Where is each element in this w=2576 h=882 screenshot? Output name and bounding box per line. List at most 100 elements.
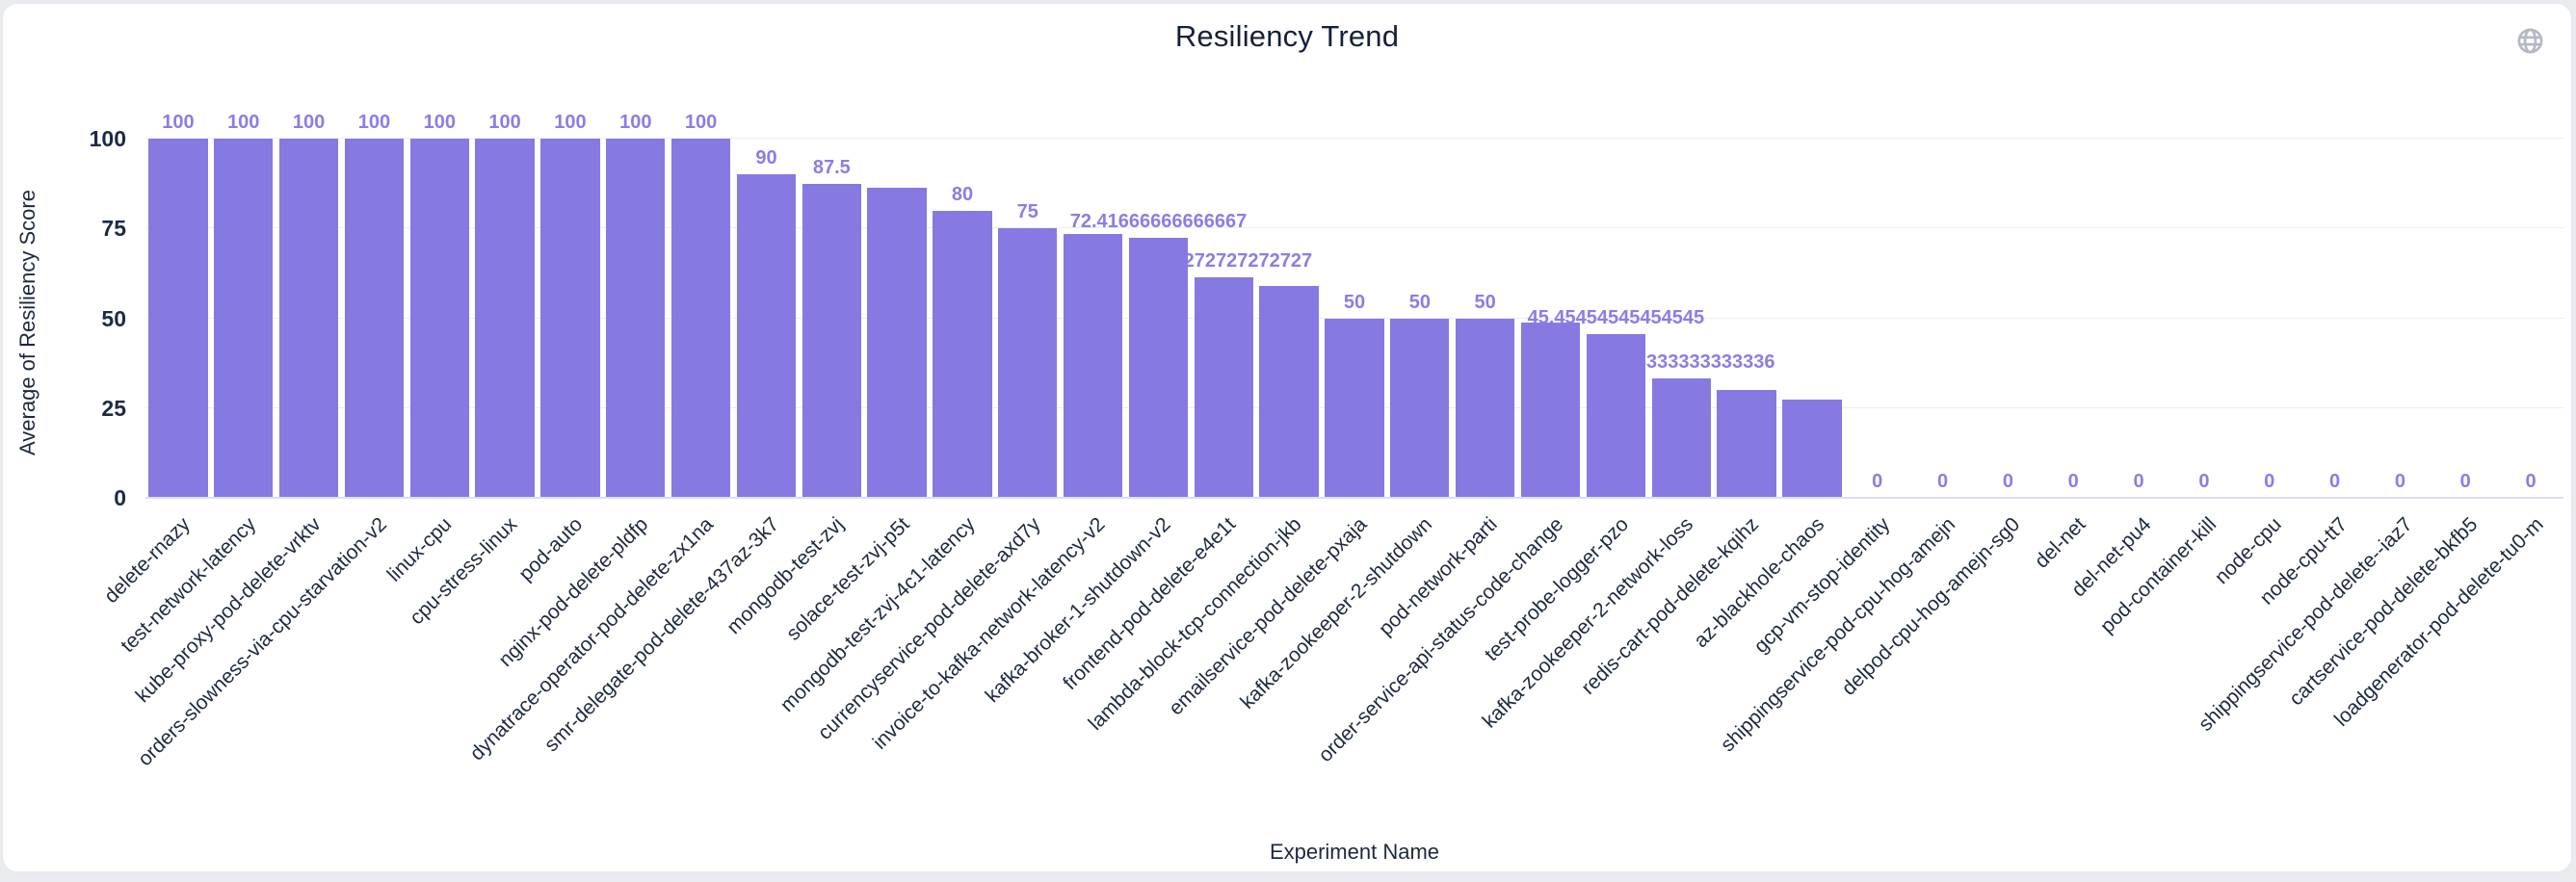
x-tick-label-test-network-latency: test-network-latency [116, 513, 261, 658]
x-tick-label-kafka-zookeeper-2-shutdown: kafka-zookeeper-2-shutdown [1236, 513, 1437, 713]
x-tick-label-gcp-vm-stop-identity: gcp-vm-stop-identity [1749, 513, 1894, 658]
bar-value-label: 100 [488, 112, 521, 133]
x-tick-label-order-service-api-status-code-change: order-service-api-status-code-change [1313, 513, 1567, 767]
bar-value-label: 0 [2525, 471, 2537, 492]
x-tick-label-emailservice-pod-delete-pxaja: emailservice-pod-delete-pxaja [1164, 513, 1372, 720]
x-tick-label-az-blackhole-chaos: az-blackhole-chaos [1689, 513, 1829, 653]
bar-dynatrace-operator-pod-delete-zx1na[interactable] [670, 139, 731, 498]
x-axis-title: Experiment Name [1269, 840, 1440, 864]
bar-value-label: 100 [357, 112, 391, 133]
plot-area: 0 25 50 75 100 100 100 100 100 100 100 100 100 100 90 8… [90, 112, 2563, 509]
bar-value-label: 100 [619, 112, 652, 133]
bar-kafka-zookeeper-2-network-loss[interactable] [1651, 377, 1711, 498]
x-tick-label-frontend-pod-delete-e4e1t: frontend-pod-delete-e4e1t [1059, 513, 1241, 694]
bar-pod-auto[interactable] [540, 139, 600, 498]
x-tick-label-redis-cart-pod-delete-kqihz: redis-cart-pod-delete-kqihz [1577, 513, 1764, 699]
bar-order-service-api-status-code-change[interactable] [1520, 322, 1581, 498]
bar-kafka-zookeeper-2-shutdown[interactable] [1390, 318, 1450, 498]
bar-value-label: 0 [1872, 471, 1883, 492]
bar-nginx-pod-delete-pldfp[interactable] [606, 139, 666, 498]
bar-value-label: 0 [2133, 471, 2144, 492]
bar-kafka-broker-1-shutdown-v2[interactable] [1128, 237, 1189, 498]
globe-icon [2515, 26, 2545, 61]
x-tick-label-loadgenerator-pod-delete-tu0-m: loadgenerator-pod-delete-tu0-m [2329, 513, 2548, 731]
bar-value-label: 100 [162, 112, 195, 133]
bar-value-label: 50 [1474, 291, 1496, 313]
x-tick-label-pod-auto: pod-auto [514, 513, 588, 585]
x-tick-label-node-cpu: node-cpu [2210, 513, 2286, 589]
bar-az-blackhole-chaos[interactable] [1782, 400, 1842, 498]
bar-linux-cpu[interactable] [409, 139, 469, 498]
x-tick-label-orders-slowness-via-cpu-starvation-v2: orders-slowness-via-cpu-starvation-v2 [133, 513, 391, 771]
x-tick-label-nginx-pod-delete-pldfp: nginx-pod-delete-pldfp [494, 513, 653, 672]
x-tick-label-pod-network-parti: pod-network-parti [1375, 513, 1502, 640]
x-tick-label-node-cpu-tt7: node-cpu-tt7 [2255, 513, 2352, 610]
gridline-50 [145, 317, 2563, 319]
bar-value-label: 0 [2264, 471, 2275, 492]
x-tick-label-mongodb-test-zvj: mongodb-test-zvj [723, 513, 849, 639]
y-tick-label-25: 25 [101, 395, 126, 421]
chart-title: Resiliency Trend [1174, 19, 1400, 53]
bar-redis-cart-pod-delete-kqihz[interactable] [1717, 390, 1776, 498]
bar-delete-rnazy[interactable] [148, 139, 208, 498]
bar-value-label: 0 [1936, 471, 1949, 492]
bar-value-label: 100 [227, 112, 260, 133]
bar-test-network-latency[interactable] [214, 139, 274, 498]
x-tick-label-delete-rnazy: delete-rnazy [100, 513, 196, 608]
x-tick-label-invoice-to-kafka-network-latency-v2: invoice-to-kafka-network-latency-v2 [869, 513, 1110, 754]
bar-orders-slowness-via-cpu-starvation-v2[interactable] [344, 139, 405, 498]
bar-value-label: 100 [423, 112, 456, 133]
bar-mongodb-test-zvj-4c1-latency[interactable] [933, 210, 992, 498]
x-tick-label-dynatrace-operator-pod-delete-zx1na: dynatrace-operator-pod-delete-zx1na [465, 513, 718, 765]
bar-value-label: 50 [1408, 291, 1431, 313]
bar-kube-proxy-pod-delete-vrktv[interactable] [278, 139, 339, 498]
y-tick-label-50: 50 [101, 305, 126, 331]
x-tick-label-smr-delegate-pod-delete-437az-3k7: smr-delegate-pod-delete-437az-3k7 [539, 513, 783, 757]
bar-invoice-to-kafka-network-latency-v2[interactable] [1063, 234, 1123, 498]
x-tick-label-del-net-pu4: del-net-pu4 [2066, 513, 2156, 602]
bar-test-probe-logger-pzo[interactable] [1586, 334, 1645, 498]
x-tick-label-currencyservice-pod-delete-axd7y: currencyservice-pod-delete-axd7y [813, 513, 1045, 744]
bar-value-label: 75 [1016, 201, 1038, 223]
bar-value-label: 0 [2067, 471, 2079, 492]
bar-value-label: 100 [292, 112, 326, 133]
y-tick-label-100: 100 [89, 126, 126, 151]
y-tick-label-75: 75 [101, 216, 126, 242]
x-axis-line [145, 497, 2563, 499]
x-tick-label-pod-container-kill: pod-container-kill [2095, 513, 2221, 638]
bar-lambda-block-tcp-connection-jkb[interactable] [1259, 286, 1319, 498]
bar-value-label: 0 [2198, 471, 2210, 492]
bar-value-label: 50 [1343, 291, 1366, 313]
bar-value-label: 72.41666666666667 [1069, 210, 1248, 232]
bar-cpu-stress-linux[interactable] [475, 139, 535, 498]
bar-mongodb-test-zvj[interactable] [802, 183, 861, 498]
y-tick-label-0: 0 [114, 485, 126, 510]
bar-value-label: 0 [2394, 471, 2405, 492]
bar-pod-network-parti[interactable] [1456, 318, 1515, 498]
x-tick-label-delpod-cpu-hog-amejn-sg0: delpod-cpu-hog-amejn-sg0 [1837, 513, 2025, 700]
bar-smr-delegate-pod-delete-437az-3k7[interactable] [736, 174, 797, 498]
bar-value-label: 0 [2329, 471, 2341, 492]
x-tick-label-test-probe-logger-pzo: test-probe-logger-pzo [1480, 513, 1633, 666]
x-tick-label-kafka-zookeeper-2-network-loss: kafka-zookeeper-2-network-loss [1478, 513, 1698, 733]
gridline-75 [145, 227, 2563, 229]
bar-value-label: 87.5 [812, 156, 851, 178]
bar-emailservice-pod-delete-pxaja[interactable] [1325, 318, 1384, 498]
bar-value-label: 80 [951, 183, 974, 205]
chart-card: Resiliency Trend Average of Resiliency S… [2, 3, 2572, 872]
bar-solace-test-zvj-p5t[interactable] [867, 188, 927, 498]
x-tick-label-solace-test-zvj-p5t: solace-test-zvj-p5t [781, 513, 914, 645]
bar-currencyservice-pod-delete-axd7y[interactable] [998, 228, 1058, 498]
globe-button[interactable] [2513, 27, 2546, 60]
x-tick-label-shippingservice-pod-cpu-hog-amejn: shippingservice-pod-cpu-hog-amejn [1716, 513, 1959, 757]
x-tick-label-mongodb-test-zvj-4c1-latency: mongodb-test-zvj-4c1-latency [775, 513, 980, 717]
x-tick-label-cartservice-pod-delete-bkfb5: cartservice-pod-delete-bkfb5 [2285, 513, 2483, 711]
bar-frontend-pod-delete-e4e1t[interactable] [1194, 277, 1253, 498]
gridline-100 [145, 138, 2563, 139]
x-tick-label-linux-cpu: linux-cpu [382, 513, 457, 586]
bar-value-label: 0 [2002, 471, 2013, 492]
bar-value-label: 90 [755, 147, 777, 169]
x-tick-label-shippingservice-pod-delete--iaz7: shippingservice-pod-delete--iaz7 [2194, 513, 2417, 736]
x-tick-label-kafka-broker-1-shutdown-v2: kafka-broker-1-shutdown-v2 [981, 513, 1175, 708]
bar-value-label: 100 [684, 112, 718, 133]
